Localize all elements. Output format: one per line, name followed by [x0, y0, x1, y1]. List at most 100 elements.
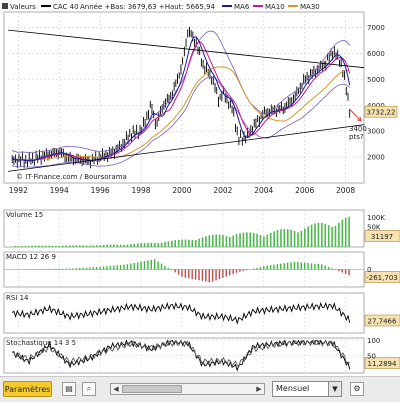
period-select[interactable]: Mensuel ▼	[272, 381, 342, 397]
macd-bar	[260, 267, 261, 269]
volume-bar	[144, 243, 146, 247]
magnifier-glyph: ⌕	[83, 383, 95, 395]
ma-legend-label-0: MA6	[234, 3, 250, 11]
volume-bar	[18, 246, 20, 247]
volume-bar	[79, 245, 81, 247]
macd-bar	[246, 270, 247, 271]
macd-bar	[185, 270, 186, 278]
macd-bar	[307, 263, 308, 269]
volume-bar	[311, 225, 313, 247]
macd-bar	[192, 270, 193, 280]
volume-bar	[110, 245, 112, 247]
macd-bar	[134, 263, 135, 270]
macd-bar	[151, 260, 152, 270]
macd-bar	[110, 266, 111, 270]
chevron-down-icon: ▼	[328, 382, 341, 396]
magnifier-icon[interactable]: ⌕	[82, 382, 96, 396]
volume-bar	[178, 240, 180, 247]
macd-bar	[147, 260, 148, 269]
macd-bar	[342, 270, 343, 273]
volume-bar	[256, 234, 258, 247]
macd-bar	[205, 270, 206, 282]
macd-bar	[171, 270, 172, 271]
macd-bar	[331, 268, 332, 269]
volume-bar	[328, 225, 330, 247]
volume-bar	[14, 246, 16, 247]
chart-settings-icon[interactable]: ⚙	[350, 382, 364, 396]
annotation-question: pts?	[349, 133, 364, 141]
macd-bar	[345, 270, 346, 274]
panel-last-value-3: 27,7466	[368, 318, 397, 326]
volume-bar	[161, 243, 163, 247]
macd-bar	[202, 270, 203, 281]
volume-bar	[249, 232, 251, 247]
volume-bar	[219, 235, 221, 247]
volume-bar	[140, 243, 142, 247]
macd-bar	[301, 262, 302, 269]
x-tick-label-0: 1992	[9, 186, 28, 195]
params-button[interactable]: Paramètres	[3, 381, 52, 397]
x-tick-label-7: 2006	[295, 186, 314, 195]
macd-bar	[45, 269, 46, 270]
panel-title-1: Volume 15	[6, 211, 43, 219]
volume-bar	[212, 235, 214, 247]
macd-bar	[69, 268, 70, 269]
macd-bar	[273, 265, 274, 270]
volume-bar	[89, 246, 91, 247]
volume-bar	[31, 246, 33, 247]
macd-bar	[270, 265, 271, 269]
macd-bar	[181, 270, 182, 277]
volume-bar	[113, 245, 115, 247]
volume-bar	[342, 220, 344, 247]
macd-zero-label: 0	[367, 266, 371, 274]
macd-bar	[253, 269, 254, 270]
volume-bar	[195, 240, 197, 247]
scroll-left-arrow-icon[interactable]: ◀	[111, 384, 121, 394]
last-value-label: 3732,22	[367, 109, 396, 117]
volume-bar	[42, 246, 44, 247]
volume-bar	[232, 235, 234, 247]
macd-bar	[59, 269, 60, 270]
volume-bar	[38, 246, 40, 247]
y-tick-label-3: 5000	[367, 76, 385, 84]
volume-bar	[304, 229, 306, 247]
volume-bar	[21, 246, 23, 247]
volume-bar	[222, 235, 224, 247]
macd-bar	[188, 270, 189, 279]
volume-bar	[45, 246, 47, 247]
volume-bar	[93, 245, 95, 247]
macd-bar	[239, 270, 240, 272]
macd-bar	[89, 267, 90, 269]
time-scrollbar[interactable]: ◀ ▶	[110, 383, 265, 395]
scroll-right-arrow-icon[interactable]: ▶	[254, 384, 264, 394]
volume-bar	[157, 243, 159, 247]
volume-bar	[62, 246, 64, 247]
settings-glyph: ⚙	[351, 383, 363, 395]
macd-bar	[76, 268, 77, 269]
print-icon[interactable]: ▤	[62, 382, 76, 396]
volume-bar	[28, 246, 30, 247]
macd-bar	[157, 261, 158, 269]
volume-bar	[76, 245, 78, 247]
panel-frame	[4, 210, 364, 247]
volume-bar	[345, 218, 347, 247]
macd-bar	[311, 263, 312, 269]
volume-bar	[290, 230, 292, 247]
x-tick-label-2: 1996	[91, 186, 110, 195]
y-tick-label-5: 7000	[367, 24, 385, 32]
scroll-thumb[interactable]	[122, 385, 182, 393]
volume-bar	[277, 230, 279, 247]
macd-bar	[93, 267, 94, 269]
macd-bar	[96, 267, 97, 269]
volume-bar	[123, 245, 125, 247]
volume-bar	[164, 242, 166, 247]
volume-bar	[284, 229, 286, 247]
volume-bar	[270, 233, 272, 247]
x-tick-label-5: 2002	[213, 186, 232, 195]
macd-bar	[52, 269, 53, 270]
macd-bar	[243, 270, 244, 271]
volume-bar	[106, 245, 108, 247]
volume-bar	[120, 245, 122, 247]
volume-bar	[127, 245, 129, 247]
volume-bar	[72, 245, 74, 247]
